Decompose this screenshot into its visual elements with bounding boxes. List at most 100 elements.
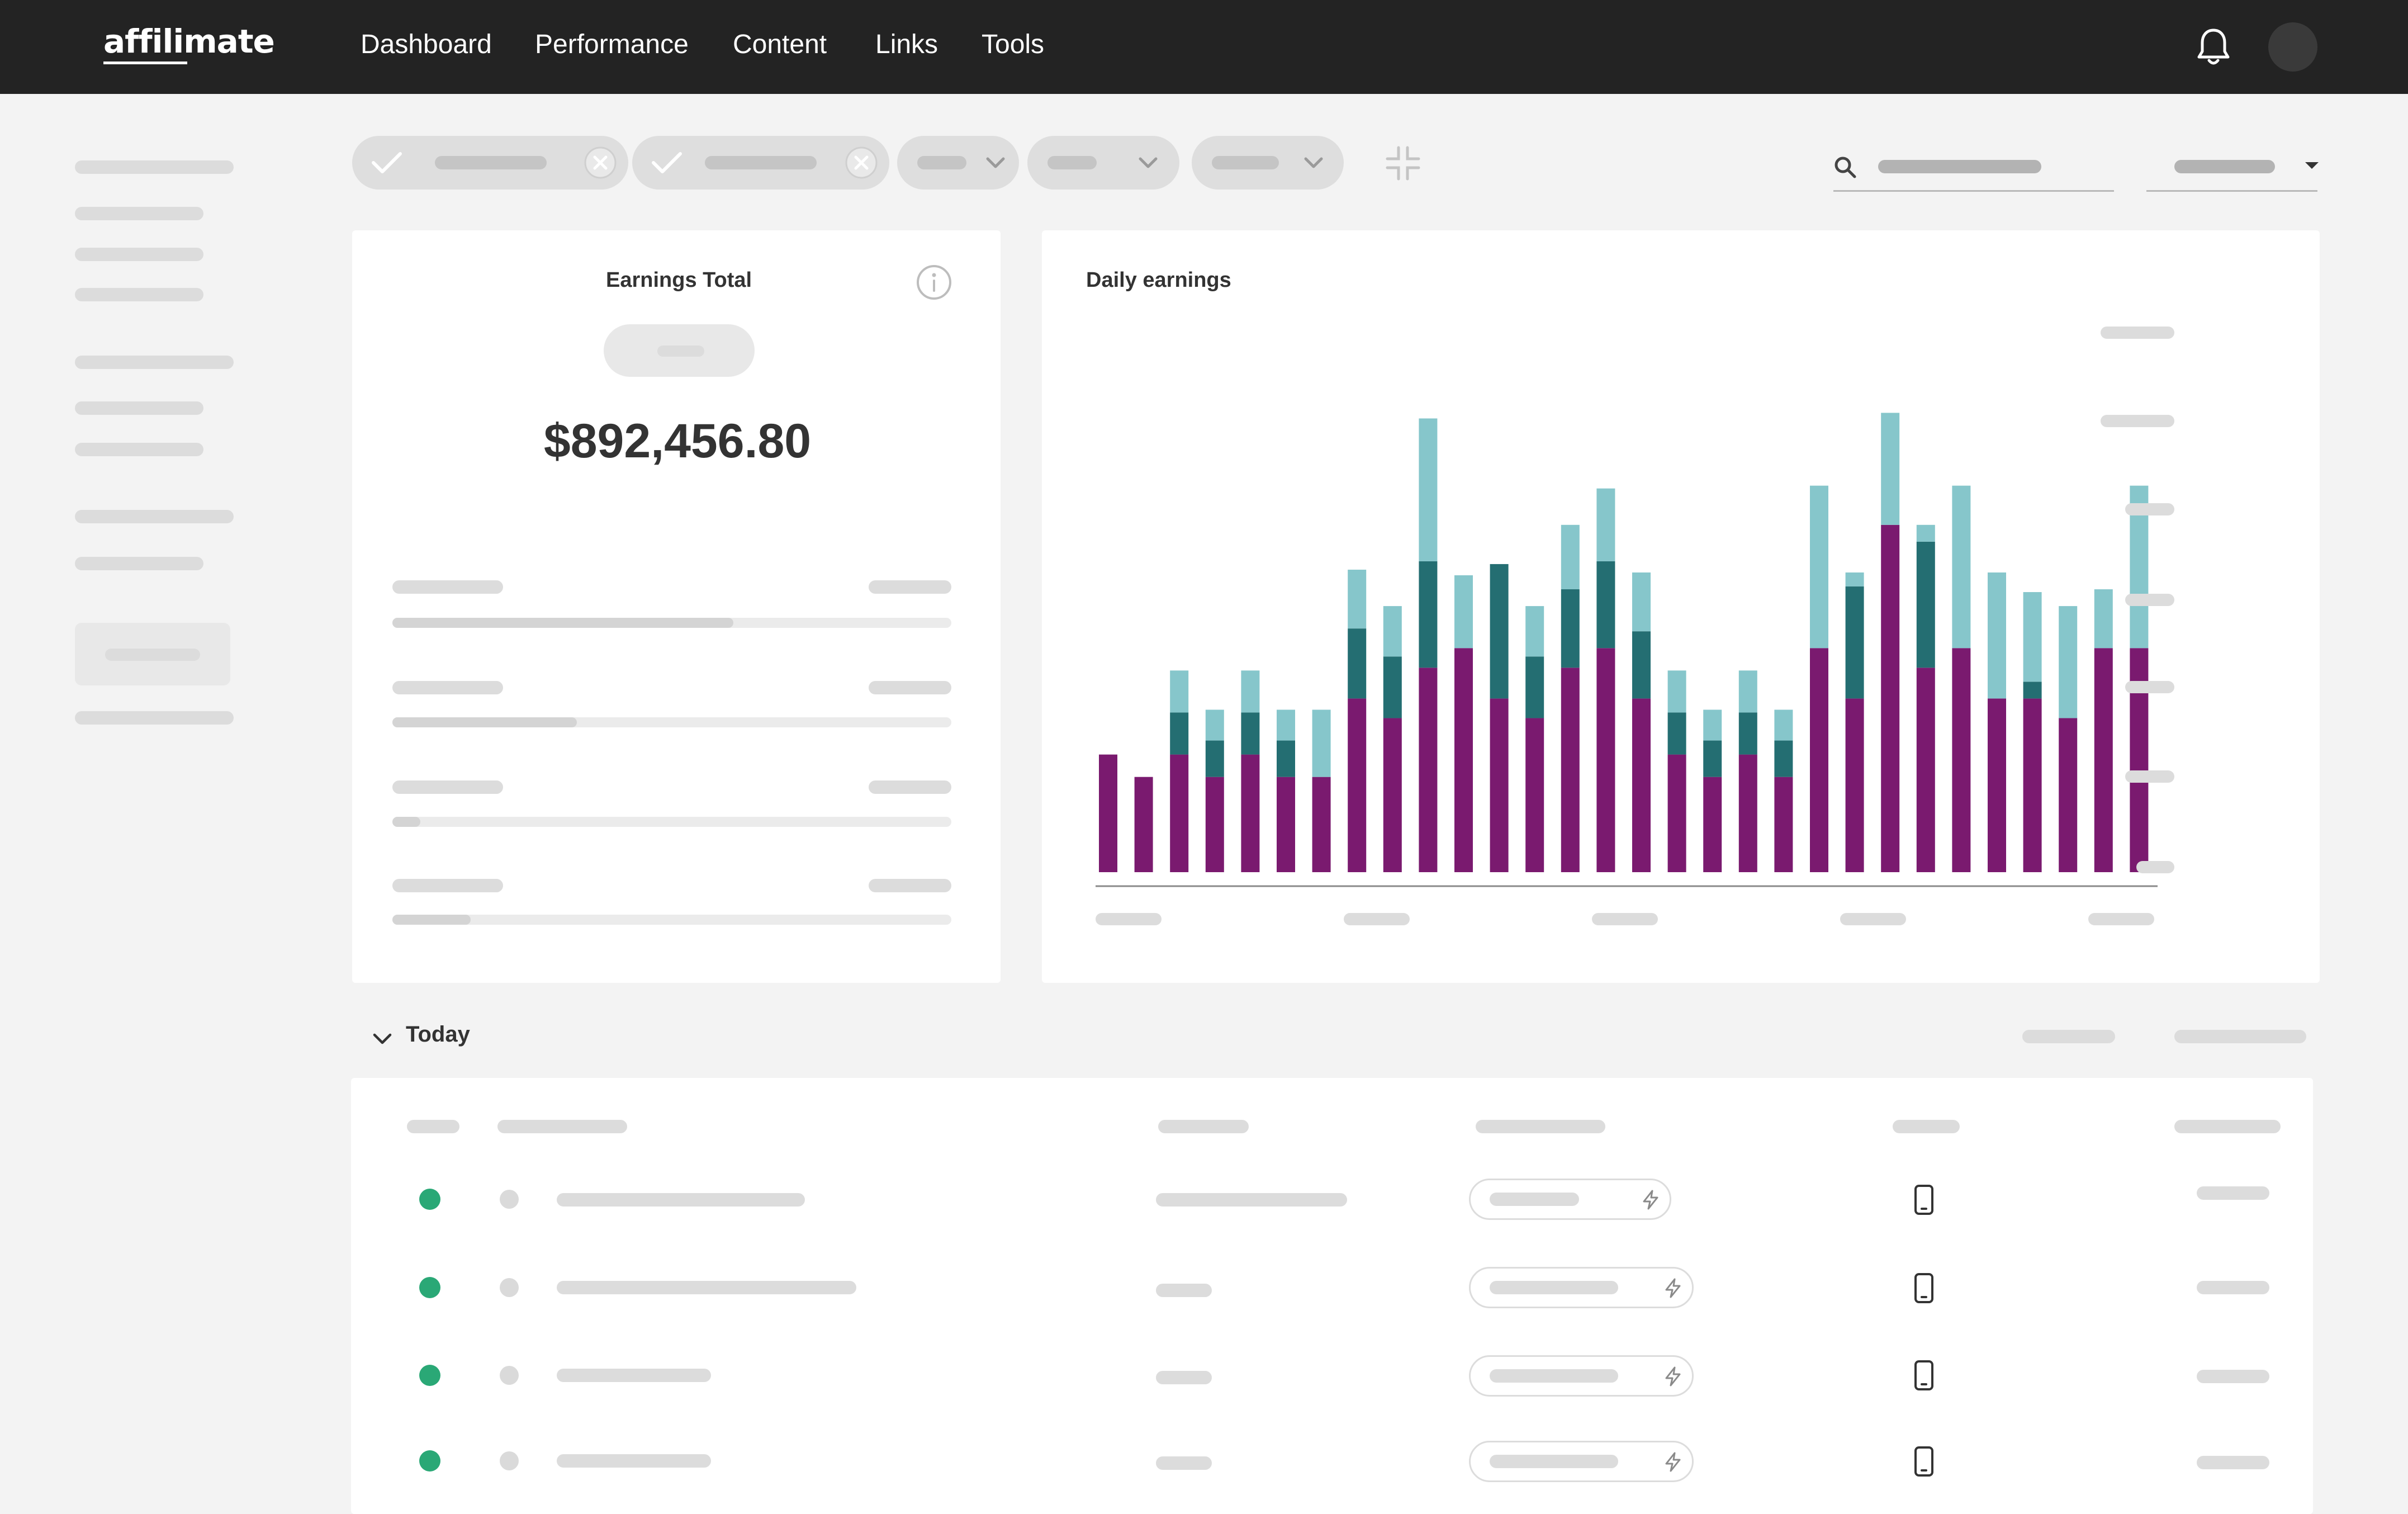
status-pill[interactable] (1469, 1441, 1694, 1482)
column-header[interactable] (407, 1120, 459, 1133)
nav-item-performance[interactable]: Performance (535, 30, 689, 59)
column-header[interactable] (2174, 1120, 2281, 1133)
row-title[interactable] (557, 1454, 711, 1468)
sidebar-item[interactable] (75, 356, 234, 369)
sidebar-button-label (105, 649, 200, 661)
sidebar-button[interactable] (75, 623, 230, 685)
row-title[interactable] (557, 1281, 856, 1294)
breakdown-value (869, 681, 951, 694)
breakdown-label (392, 580, 503, 594)
bar-segment (1277, 740, 1295, 777)
period-pill[interactable] (604, 324, 755, 377)
sidebar-item[interactable] (75, 557, 203, 570)
bar-segment (1490, 698, 1509, 872)
filter-dropdown-label (1047, 156, 1097, 169)
status-pill[interactable] (1469, 1179, 1671, 1220)
nav-item-content[interactable]: Content (733, 30, 827, 59)
sidebar-item[interactable] (75, 510, 234, 523)
chevron-down-icon[interactable] (372, 1031, 392, 1047)
mobile-phone-icon (1914, 1273, 1933, 1303)
breakdown-progress-bar (392, 915, 951, 925)
breakdown-progress-bar (392, 618, 951, 628)
sidebar-item[interactable] (75, 160, 234, 174)
breakdown-value (869, 780, 951, 794)
section-action[interactable] (2022, 1030, 2115, 1043)
bar-segment (1312, 777, 1331, 872)
status-pill[interactable] (1469, 1355, 1694, 1397)
x-tick-label (1840, 913, 1906, 925)
bell-icon[interactable] (2196, 27, 2231, 67)
bar-segment (1881, 524, 1900, 872)
bar-segment (1561, 524, 1580, 590)
nav-item-tools[interactable]: Tools (982, 30, 1045, 59)
bar-segment (1383, 718, 1402, 872)
filter-chip[interactable] (632, 136, 889, 190)
sidebar-item[interactable] (75, 207, 203, 220)
sidebar-item[interactable] (75, 401, 203, 415)
section-action[interactable] (2174, 1030, 2306, 1043)
bar-segment (1845, 698, 1864, 872)
column-header[interactable] (1893, 1120, 1960, 1133)
mobile-phone-icon (1914, 1360, 1933, 1390)
date-range-select[interactable] (2174, 160, 2275, 173)
bar-segment (1667, 670, 1686, 713)
status-pill[interactable] (1469, 1267, 1694, 1308)
y-tick-label (2136, 861, 2174, 873)
bar-segment (1170, 754, 1189, 872)
close-icon[interactable] (845, 146, 878, 179)
info-icon[interactable] (916, 264, 952, 301)
period-pill-label (657, 346, 704, 357)
row-title[interactable] (557, 1193, 805, 1207)
bar-segment (1596, 488, 1615, 561)
bar-segment (1205, 740, 1224, 777)
bar-segment (1205, 709, 1224, 741)
bar-segment (1632, 698, 1651, 872)
column-header[interactable] (1158, 1120, 1249, 1133)
filter-dropdown-label (1212, 156, 1279, 169)
caret-down-icon[interactable] (2305, 162, 2319, 169)
bar-segment (1525, 606, 1544, 657)
column-header[interactable] (497, 1120, 627, 1133)
bar-segment (1810, 485, 1828, 649)
status-pill-label (1490, 1369, 1618, 1383)
column-header[interactable] (1476, 1120, 1605, 1133)
bar-segment (1596, 561, 1615, 649)
bar-segment (1738, 754, 1757, 872)
app-logo[interactable]: affilimate (103, 22, 275, 60)
bar-segment (2023, 592, 2042, 682)
sidebar-item[interactable] (75, 711, 234, 725)
y-tick-label (2125, 503, 2174, 515)
sidebar-item[interactable] (75, 443, 203, 456)
nav-item-links[interactable]: Links (875, 30, 938, 59)
x-tick-label (1344, 913, 1410, 925)
bar-segment (1454, 575, 1473, 649)
nav-item-dashboard[interactable]: Dashboard (361, 30, 492, 59)
bar-segment (2059, 606, 2078, 718)
bar-segment (1667, 754, 1686, 872)
bar-segment (1916, 541, 1935, 668)
row-cell (1156, 1284, 1212, 1297)
filter-chip[interactable] (352, 136, 628, 190)
status-dot (419, 1277, 440, 1298)
logo-underline (103, 61, 187, 64)
close-icon[interactable] (584, 146, 617, 179)
section-title-today[interactable]: Today (406, 1022, 470, 1047)
search-underline (1833, 190, 2114, 192)
earnings-total-value: $892,456.80 (543, 414, 812, 468)
filter-dropdown[interactable] (1027, 136, 1179, 190)
row-cell (1156, 1193, 1347, 1207)
filter-dropdown[interactable] (897, 136, 1019, 190)
breakdown-value (869, 879, 951, 892)
search-input[interactable] (1878, 160, 2041, 173)
sidebar-item[interactable] (75, 248, 203, 261)
row-title[interactable] (557, 1369, 711, 1382)
bar-segment (1667, 712, 1686, 755)
user-avatar[interactable] (2268, 22, 2317, 72)
collapse-icon[interactable] (1384, 144, 1422, 182)
earnings-total-title: Earnings Total (606, 268, 752, 292)
daily-earnings-chart (1096, 327, 2174, 925)
filter-dropdown[interactable] (1192, 136, 1344, 190)
bar-segment (1988, 698, 2006, 872)
sidebar-item[interactable] (75, 288, 203, 301)
bar-segment (1632, 631, 1651, 699)
